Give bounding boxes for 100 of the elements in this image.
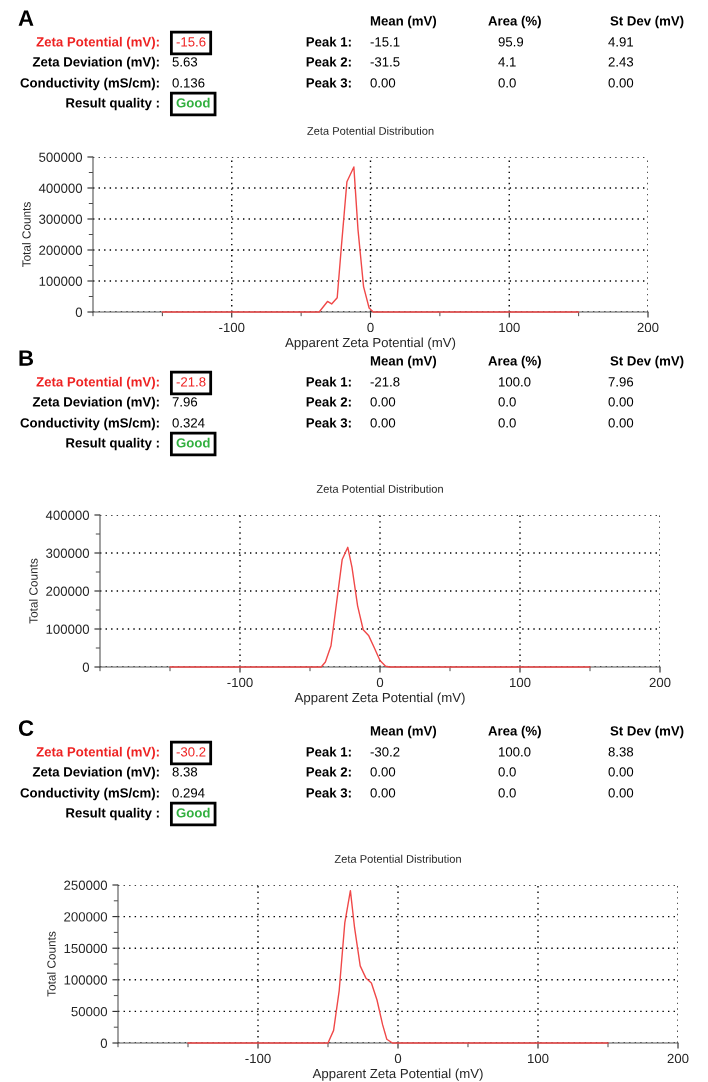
text: -30.2 (176, 747, 206, 757)
y-tick-label: 0 (82, 662, 90, 672)
text: 100.0 (499, 377, 531, 387)
y-tick-label: 200000 (39, 245, 83, 255)
x-tick-label: 200 (667, 1053, 689, 1064)
text: -31.5 (370, 57, 400, 67)
line-series (187, 889, 609, 1044)
text: -15.6 (176, 37, 206, 47)
text: Zeta Deviation (mV): (32, 56, 159, 70)
text: 7.96 (172, 397, 198, 407)
text: Peak 2: (306, 396, 351, 407)
x-tick-label: 200 (637, 322, 659, 333)
text: 0.00 (608, 788, 634, 798)
y-tick-label: 100000 (46, 624, 90, 634)
text: 5.63 (172, 57, 198, 67)
text: Peak 3: (306, 417, 351, 428)
y-tick-label: 500000 (39, 152, 83, 162)
text: Mean (mV) (370, 355, 437, 369)
text: Area (%) (488, 725, 541, 739)
text: Zeta Potential (mV): (36, 36, 159, 50)
text: Area (%) (488, 15, 541, 29)
text: Peak 3: (306, 77, 351, 88)
text: 100.0 (499, 747, 531, 757)
text: Result quality : (66, 437, 159, 451)
text: Zeta Deviation (mV): (32, 396, 159, 410)
x-tick-label: -100 (245, 1053, 271, 1064)
text: 0.00 (608, 397, 634, 407)
x-tick-label: 100 (510, 677, 531, 688)
text: A (18, 10, 34, 26)
y-tick-label: 300000 (39, 214, 83, 224)
text: 0.00 (608, 418, 634, 428)
text: Good (176, 437, 210, 448)
chart-title: Zeta Potential Distribution (316, 484, 443, 493)
x-axis-title: Apparent Zeta Potential (mV) (312, 1068, 483, 1081)
line-series (161, 166, 580, 313)
text: Conductivity (mS/cm): (20, 787, 159, 801)
x-tick-label: 0 (367, 322, 374, 333)
text: Peak 2: (306, 56, 351, 67)
text: Peak 1: (306, 36, 351, 47)
y-tick-label: 0 (100, 1038, 108, 1048)
x-tick-label: 0 (394, 1053, 402, 1064)
text: Peak 3: (306, 787, 351, 798)
chart-title: Zeta Potential Distribution (307, 126, 434, 135)
text: 0.00 (370, 78, 396, 88)
line-series (169, 546, 591, 668)
x-tick-label: 100 (499, 322, 520, 333)
text: 8.38 (172, 767, 198, 777)
y-tick-label: 300000 (46, 548, 90, 558)
text: B (19, 350, 34, 366)
x-axis-title: Apparent Zeta Potential (mV) (285, 337, 456, 350)
text: 8.38 (608, 747, 634, 757)
x-axis-title: Apparent Zeta Potential (mV) (294, 692, 465, 705)
text: -15.1 (370, 37, 400, 47)
text: Zeta Deviation (mV): (32, 766, 159, 780)
text: Mean (mV) (370, 725, 437, 739)
text: -21.8 (176, 377, 206, 387)
text: 2.43 (608, 57, 634, 67)
x-tick-label: 100 (528, 1053, 549, 1064)
text: St Dev (mV) (610, 725, 684, 739)
text: 4.91 (608, 37, 634, 47)
text: 0.0 (498, 418, 516, 428)
text: Peak 1: (306, 746, 351, 757)
text: Peak 2: (306, 766, 351, 777)
y-axis-title: Total Counts (29, 558, 38, 624)
text: 7.96 (608, 377, 634, 387)
text: 0.324 (172, 418, 205, 428)
text: 0.0 (498, 788, 516, 798)
text: -30.2 (370, 747, 400, 757)
x-tick-label: 200 (649, 677, 671, 688)
text: St Dev (mV) (610, 355, 684, 369)
text: Result quality : (66, 97, 159, 111)
y-tick-label: 50000 (71, 1006, 108, 1017)
y-axis-title: Total Counts (22, 202, 31, 268)
y-tick-label: 150000 (64, 943, 108, 954)
text: Conductivity (mS/cm): (20, 77, 159, 91)
text: 0.136 (172, 78, 205, 88)
text: 0.00 (370, 767, 396, 777)
y-tick-label: 100000 (39, 276, 83, 286)
y-tick-label: 200000 (64, 912, 108, 922)
text: Zeta Potential (mV): (36, 376, 159, 390)
text: 0.00 (608, 78, 634, 88)
x-tick-label: 0 (376, 677, 384, 688)
x-tick-label: -100 (219, 322, 245, 333)
text: St Dev (mV) (610, 15, 684, 29)
y-tick-label: 0 (75, 307, 83, 317)
text: Peak 1: (306, 376, 351, 387)
text: 0.0 (498, 397, 516, 407)
chart-title: Zeta Potential Distribution (334, 854, 461, 863)
text: Result quality : (66, 807, 159, 821)
y-tick-label: 400000 (45, 510, 90, 520)
x-tick-label: -100 (227, 677, 253, 688)
text: 0.0 (498, 78, 516, 88)
text: 4.1 (498, 57, 516, 67)
text: C (18, 720, 34, 736)
y-tick-label: 100000 (64, 975, 108, 985)
text: Conductivity (mS/cm): (20, 417, 159, 431)
text: 0.294 (172, 788, 205, 798)
y-tick-label: 200000 (46, 586, 90, 596)
y-tick-label: 250000 (64, 880, 108, 890)
text: 0.00 (370, 418, 396, 428)
